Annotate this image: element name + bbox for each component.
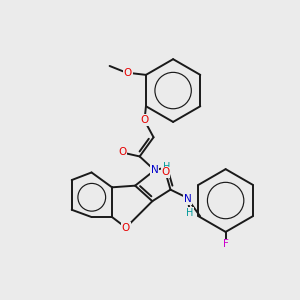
Text: N: N xyxy=(184,194,191,204)
Text: H: H xyxy=(164,162,171,172)
Text: F: F xyxy=(223,239,229,250)
Text: O: O xyxy=(124,68,132,78)
Text: O: O xyxy=(140,115,148,125)
Text: N: N xyxy=(151,165,158,175)
Text: O: O xyxy=(118,148,127,158)
Text: H: H xyxy=(186,208,193,218)
Text: O: O xyxy=(161,167,169,178)
Text: O: O xyxy=(122,223,130,232)
